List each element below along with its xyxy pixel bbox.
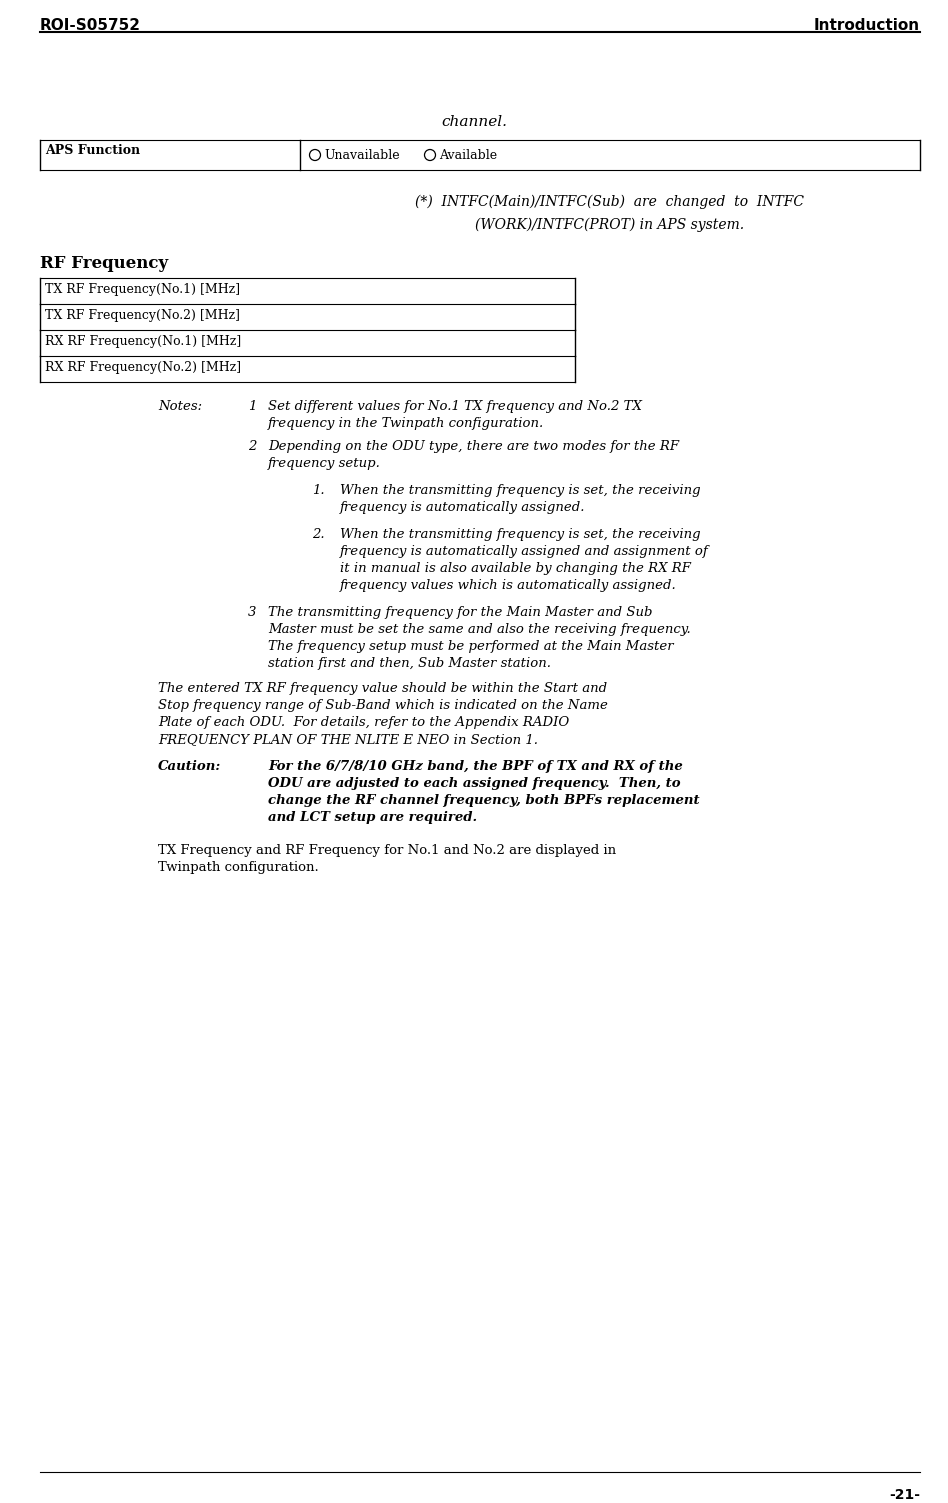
- Text: 1.: 1.: [312, 484, 324, 497]
- Text: Unavailable: Unavailable: [324, 149, 400, 162]
- Text: Master must be set the same and also the receiving frequency.: Master must be set the same and also the…: [268, 624, 691, 636]
- Text: frequency is automatically assigned and assignment of: frequency is automatically assigned and …: [340, 546, 709, 558]
- Text: For the 6/7/8/10 GHz band, the BPF of TX and RX of the: For the 6/7/8/10 GHz band, the BPF of TX…: [268, 761, 683, 773]
- Text: FREQUENCY PLAN OF THE NLITE E NEO in Section 1.: FREQUENCY PLAN OF THE NLITE E NEO in Sec…: [158, 733, 538, 745]
- Text: TX Frequency and RF Frequency for No.1 and No.2 are displayed in: TX Frequency and RF Frequency for No.1 a…: [158, 845, 616, 857]
- Text: The frequency setup must be performed at the Main Master: The frequency setup must be performed at…: [268, 640, 674, 652]
- Text: Depending on the ODU type, there are two modes for the RF: Depending on the ODU type, there are two…: [268, 440, 679, 452]
- Text: TX RF Frequency(No.2) [MHz]: TX RF Frequency(No.2) [MHz]: [45, 310, 240, 322]
- Text: 1: 1: [248, 400, 256, 413]
- Text: The entered TX RF frequency value should be within the Start and: The entered TX RF frequency value should…: [158, 682, 607, 694]
- Text: ROI-S05752: ROI-S05752: [40, 18, 141, 33]
- Text: (WORK)/INTFC(PROT) in APS system.: (WORK)/INTFC(PROT) in APS system.: [476, 218, 744, 233]
- Text: and LCT setup are required.: and LCT setup are required.: [268, 812, 477, 824]
- Text: Available: Available: [439, 149, 497, 162]
- Text: channel.: channel.: [441, 116, 507, 129]
- Text: TX RF Frequency(No.1) [MHz]: TX RF Frequency(No.1) [MHz]: [45, 283, 240, 296]
- Text: RX RF Frequency(No.2) [MHz]: RX RF Frequency(No.2) [MHz]: [45, 361, 241, 374]
- Text: Plate of each ODU.  For details, refer to the Appendix RADIO: Plate of each ODU. For details, refer to…: [158, 715, 569, 729]
- Text: When the transmitting frequency is set, the receiving: When the transmitting frequency is set, …: [340, 528, 701, 541]
- Text: Caution:: Caution:: [158, 761, 221, 773]
- Text: -21-: -21-: [889, 1488, 920, 1501]
- Text: it in manual is also available by changing the RX RF: it in manual is also available by changi…: [340, 562, 691, 576]
- Text: Set different values for No.1 TX frequency and No.2 TX: Set different values for No.1 TX frequen…: [268, 400, 642, 413]
- Text: 2: 2: [248, 440, 256, 452]
- Text: frequency values which is automatically assigned.: frequency values which is automatically …: [340, 579, 677, 592]
- Text: frequency setup.: frequency setup.: [268, 457, 381, 470]
- Text: frequency is automatically assigned.: frequency is automatically assigned.: [340, 500, 586, 514]
- Text: frequency in the Twinpath configuration.: frequency in the Twinpath configuration.: [268, 416, 544, 430]
- Text: 2.: 2.: [312, 528, 324, 541]
- Text: RX RF Frequency(No.1) [MHz]: RX RF Frequency(No.1) [MHz]: [45, 335, 241, 349]
- Text: station first and then, Sub Master station.: station first and then, Sub Master stati…: [268, 657, 551, 670]
- Text: change the RF channel frequency, both BPFs replacement: change the RF channel frequency, both BP…: [268, 794, 700, 807]
- Text: RF Frequency: RF Frequency: [40, 256, 168, 272]
- Text: The transmitting frequency for the Main Master and Sub: The transmitting frequency for the Main …: [268, 606, 652, 619]
- Text: APS Function: APS Function: [45, 144, 140, 156]
- Text: Introduction: Introduction: [814, 18, 920, 33]
- Text: When the transmitting frequency is set, the receiving: When the transmitting frequency is set, …: [340, 484, 701, 497]
- Text: 3: 3: [248, 606, 256, 619]
- Text: (*)  INTFC(Main)/INTFC(Sub)  are  changed  to  INTFC: (*) INTFC(Main)/INTFC(Sub) are changed t…: [415, 195, 805, 209]
- Text: Twinpath configuration.: Twinpath configuration.: [158, 861, 319, 875]
- Text: ODU are adjusted to each assigned frequency.  Then, to: ODU are adjusted to each assigned freque…: [268, 777, 681, 791]
- Text: Stop frequency range of Sub-Band which is indicated on the Name: Stop frequency range of Sub-Band which i…: [158, 699, 608, 712]
- Text: Notes:: Notes:: [158, 400, 202, 413]
